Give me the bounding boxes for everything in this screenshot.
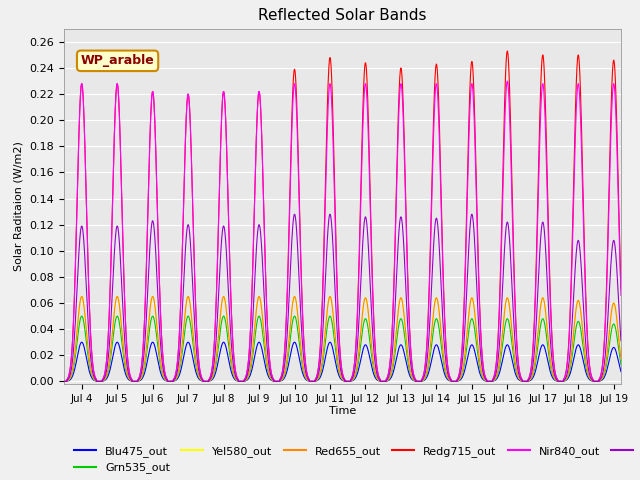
Legend: Blu475_out, Grn535_out, Yel580_out, Red655_out, Redg715_out, Nir840_out, Nir945_: Blu475_out, Grn535_out, Yel580_out, Red6… — [70, 442, 640, 478]
X-axis label: Time: Time — [329, 407, 356, 417]
Title: Reflected Solar Bands: Reflected Solar Bands — [258, 9, 427, 24]
Text: WP_arable: WP_arable — [81, 54, 154, 67]
Y-axis label: Solar Raditaion (W/m2): Solar Raditaion (W/m2) — [14, 142, 24, 271]
